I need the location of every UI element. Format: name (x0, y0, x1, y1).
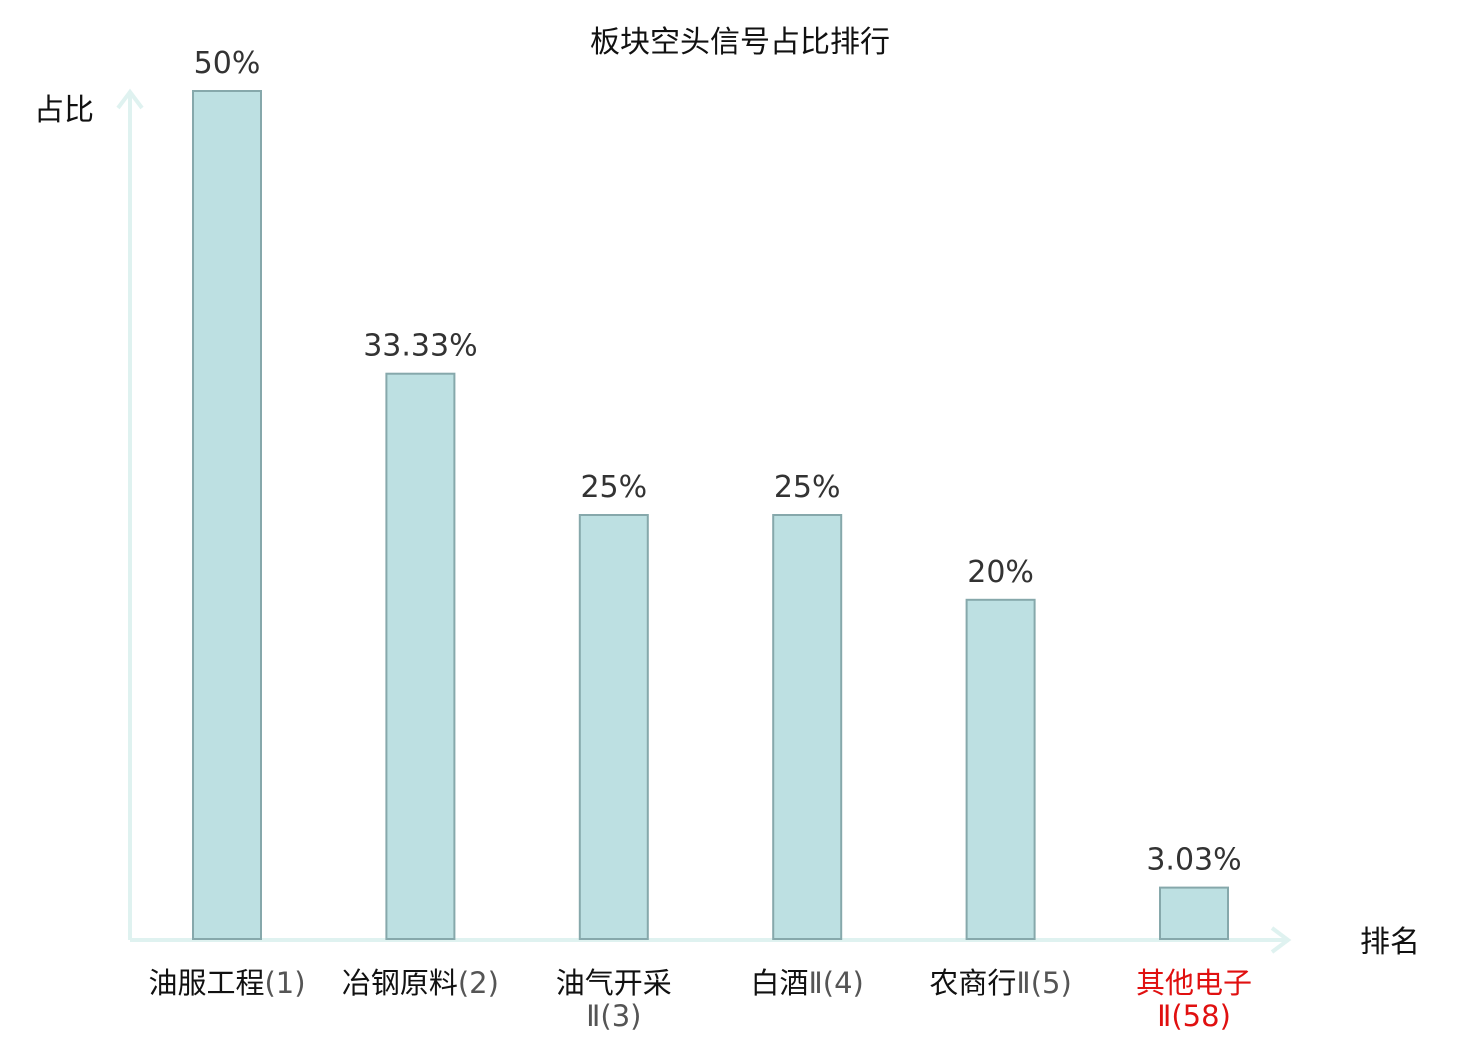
category-name: 油气开采 (556, 966, 672, 1000)
y-axis-arrow-icon (116, 88, 144, 110)
bar-4 (772, 514, 843, 940)
category-label-4: 白酒Ⅱ(4) (751, 966, 864, 1000)
category-name: 农商行 (929, 966, 1016, 1000)
value-label-2: 33.33% (363, 329, 477, 364)
category-name: 油服工程 (148, 966, 264, 1000)
category-label-2: 冶钢原料(2) (342, 966, 499, 1000)
value-label-1: 50% (194, 46, 261, 81)
value-label-3: 25% (580, 470, 647, 505)
bar-1 (192, 90, 262, 940)
value-label-6: 3.03% (1146, 843, 1241, 878)
bars (192, 90, 1229, 940)
category-rank: (2) (458, 966, 499, 1000)
category-label-5: 农商行Ⅱ(5) (929, 966, 1071, 1000)
bar-6 (1159, 886, 1229, 940)
category-label-6: 其他电子 Ⅱ(58) (1136, 966, 1252, 1033)
category-labels: 油服工程(1) 冶钢原料(2) 油气开采 Ⅱ(3)白酒Ⅱ(4) 农商行Ⅱ(5) 其他电子 Ⅱ… (148, 966, 1252, 1033)
category-label-3: 油气开采 Ⅱ(3) (556, 966, 672, 1033)
category-rank: Ⅱ(5) (1016, 966, 1071, 1000)
x-axis-label: 排名 (1360, 925, 1420, 960)
bar-3 (578, 514, 649, 940)
bar-5 (965, 598, 1036, 940)
category-name: 白酒 (751, 966, 809, 1000)
category-name: 其他电子 (1136, 966, 1252, 1000)
value-label-4: 25% (774, 470, 841, 505)
value-label-5: 20% (967, 555, 1034, 590)
category-rank: (1) (264, 966, 305, 1000)
category-label-1: 油服工程(1) (148, 966, 305, 1000)
y-axis-label: 占比 (34, 93, 94, 128)
value-labels: 50% 33.33% 25% 25% 20% 3.03% (194, 46, 1242, 878)
category-rank: Ⅱ(3) (586, 999, 641, 1033)
chart-title: 板块空头信号占比排行 (590, 25, 890, 60)
axes: 占比 排名 (34, 88, 1420, 960)
bar-2 (385, 372, 456, 940)
category-rank: Ⅱ(58) (1157, 999, 1231, 1033)
x-axis-arrow-icon (1270, 926, 1292, 954)
category-rank: Ⅱ(4) (809, 966, 864, 1000)
category-name: 冶钢原料 (342, 966, 458, 1000)
